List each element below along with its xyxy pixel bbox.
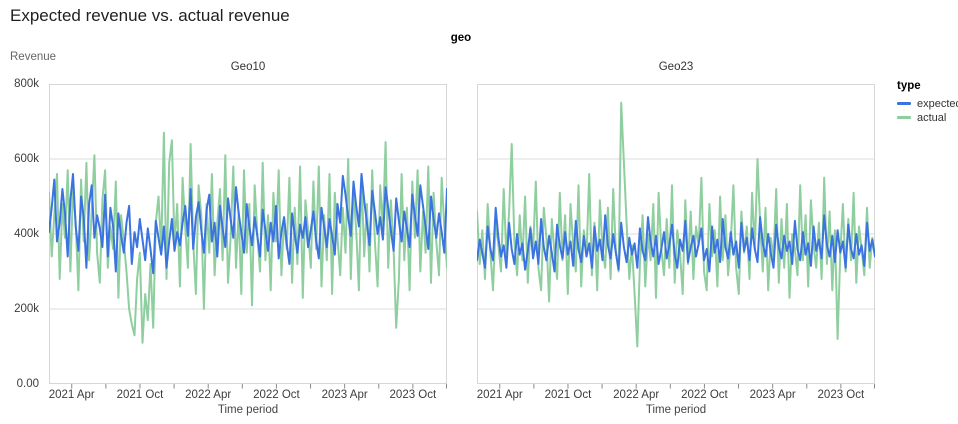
x-tick-label: 2022 Oct	[681, 389, 728, 401]
facet-plot-geo23[interactable]	[477, 84, 875, 390]
series-line-expected[interactable]	[477, 206, 875, 273]
x-axis-geo10: 2021 Apr 2021 Oct 2022 Apr 2022 Oct 2023 Apr…	[49, 389, 447, 403]
x-tick-label: 2021 Apr	[48, 389, 95, 401]
chart-title: Expected revenue vs. actual revenue	[10, 6, 290, 25]
y-tick-label: 0.00	[16, 377, 39, 390]
x-tick-label: 2021 Oct	[544, 389, 592, 401]
x-tick-label: 2021 Apr	[476, 389, 523, 401]
x-tick-label: 2023 Oct	[817, 389, 865, 401]
x-axis-title-geo10: Time period	[217, 404, 279, 416]
facet-field-label: geo	[450, 32, 472, 44]
legend: type expected actual	[897, 80, 958, 125]
legend-title: type	[897, 80, 921, 92]
expected-line-swatch-icon	[897, 102, 911, 105]
x-tick-label: 2022 Apr	[185, 389, 232, 401]
x-tick-label: 2022 Apr	[613, 389, 660, 401]
y-tick-label: 800k	[14, 77, 39, 90]
y-tick-label: 400k	[14, 227, 39, 240]
x-tick-label: 2023 Apr	[321, 389, 368, 401]
facet-title-geo23: Geo23	[658, 61, 694, 73]
legend-item-expected[interactable]: expected	[897, 97, 958, 110]
y-axis-tick-labels: 800k 600k 400k 200k 0.00	[4, 78, 44, 390]
actual-line-swatch-icon	[897, 116, 911, 119]
x-axis-geo23: 2021 Apr 2021 Oct 2022 Apr 2022 Oct 2023 Apr…	[477, 389, 875, 403]
x-tick-label: 2022 Oct	[253, 389, 300, 401]
y-tick-label: 600k	[14, 152, 39, 165]
facet-plot-geo10[interactable]	[49, 84, 447, 390]
facet-title-geo10: Geo10	[230, 61, 266, 73]
legend-item-actual[interactable]: actual	[897, 111, 958, 124]
legend-label-actual: actual	[917, 111, 947, 124]
y-axis-title: Revenue	[10, 51, 57, 63]
x-tick-label: 2021 Oct	[116, 389, 164, 401]
series-line-actual[interactable]	[49, 131, 447, 344]
series-line-expected[interactable]	[49, 173, 447, 275]
x-tick-label: 2023 Apr	[749, 389, 796, 401]
x-tick-label: 2023 Oct	[389, 389, 437, 401]
y-tick-label: 200k	[14, 302, 39, 315]
legend-label-expected: expected	[917, 97, 958, 110]
x-axis-title-geo23: Time period	[645, 404, 707, 416]
series-line-actual[interactable]	[477, 101, 875, 348]
plot-border	[49, 84, 447, 384]
